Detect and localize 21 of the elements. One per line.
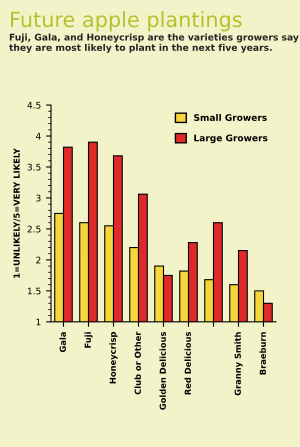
x-tick-label: Red Delicious — [184, 332, 191, 394]
x-tick-label: Granny Smith — [234, 332, 243, 396]
y-axis-title: 1=UNLIKELY/5=VERY LIKELY — [14, 148, 20, 278]
y-tick-label: 3.5 — [28, 164, 40, 171]
legend-label: Large Growers — [194, 134, 268, 144]
chart-subtitle: Fuji, Gala, and Honeycrisp are the varieties growers say they are most likely to plant in the next five years. — [9, 34, 299, 53]
x-tick-label: Club or Other — [134, 332, 141, 394]
y-tick-label: 1.5 — [28, 288, 40, 294]
legend-label: Small Growers — [194, 114, 267, 121]
chart-title: Future apple plantings — [11, 11, 242, 32]
x-tick-label: Braeburn — [259, 332, 266, 374]
y-tick-label: 4 — [36, 132, 41, 140]
x-tick-label: Honeycrisp — [109, 332, 118, 384]
y-tick-label: 3 — [36, 194, 41, 202]
x-tick-label: Golden Delicious — [159, 332, 166, 410]
x-tick-label: Fuji — [84, 332, 93, 348]
y-tick-label: 1 — [36, 318, 40, 326]
y-tick-label: 2.5 — [28, 226, 40, 232]
y-tick-label: 2 — [36, 256, 40, 264]
y-tick-label: 4.5 — [27, 102, 40, 109]
x-tick-label: Gala — [59, 332, 66, 352]
